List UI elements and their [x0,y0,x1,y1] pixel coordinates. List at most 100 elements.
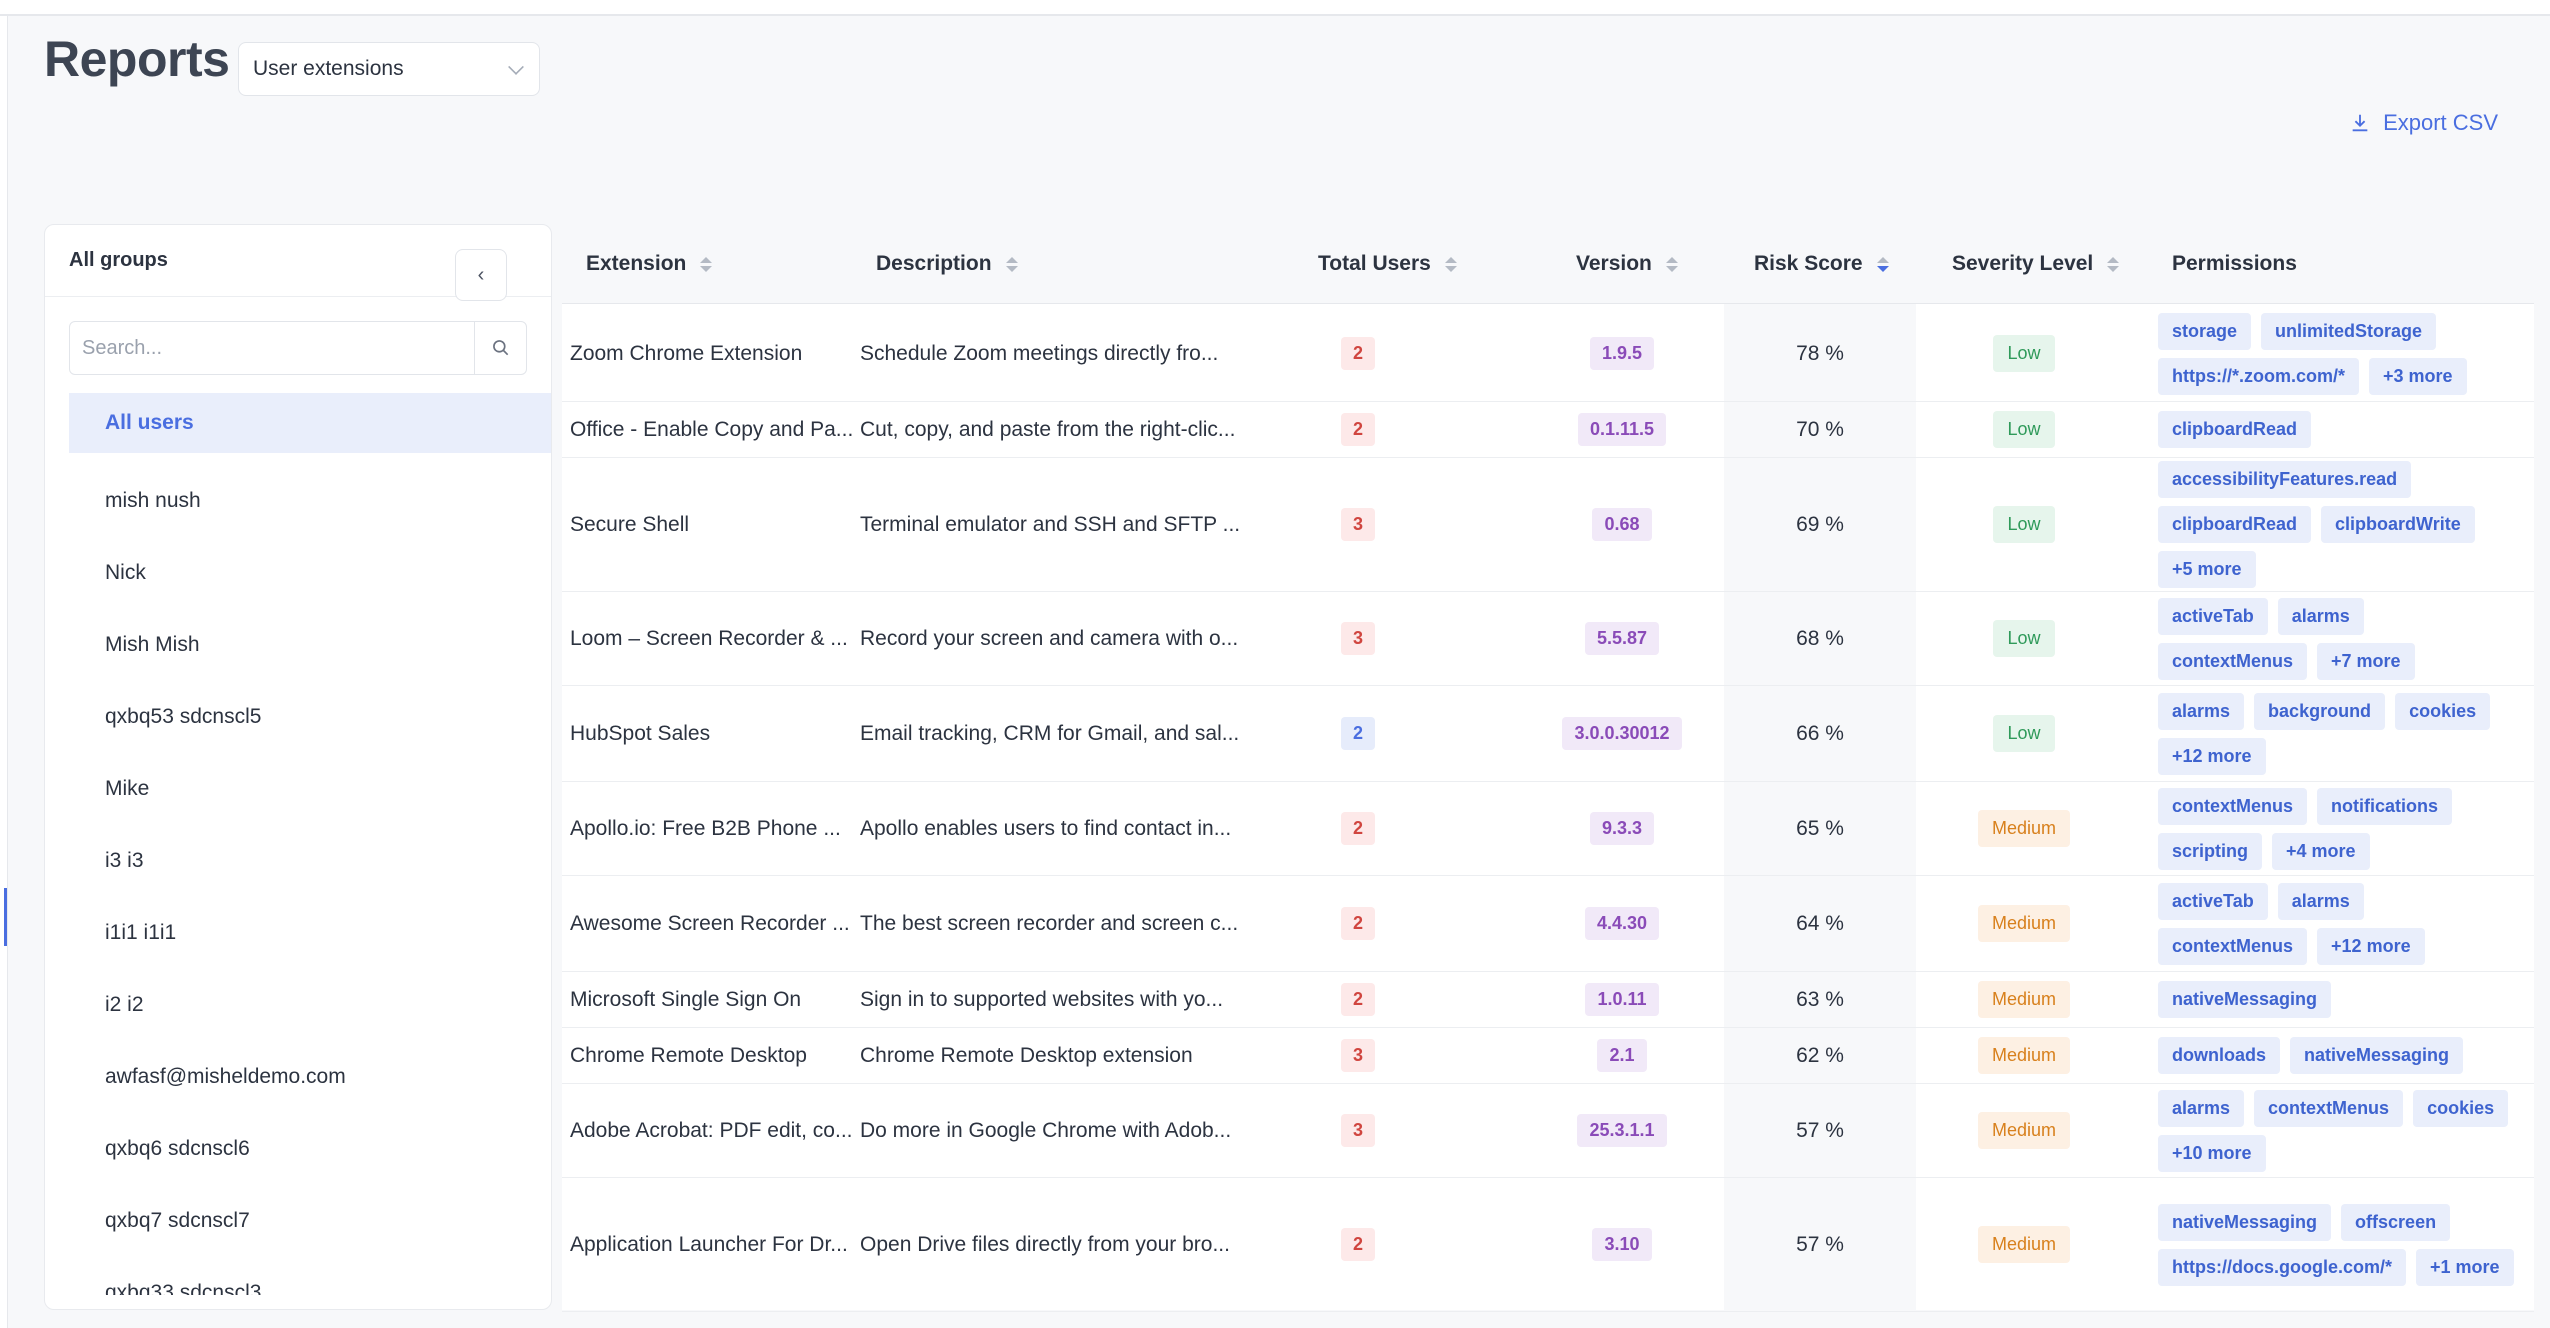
th-total-users-label: Total Users [1318,252,1431,275]
sort-icon [700,256,713,272]
cell-severity: Medium [1916,972,2132,1027]
user-item[interactable]: Mish Mish [105,633,200,656]
cell-version: 1.0.11 [1522,972,1722,1027]
permission-tag: contextMenus [2158,787,2308,825]
permission-tag[interactable]: +4 more [2272,832,2370,870]
version-badge: 0.68 [1592,508,1652,541]
table-row[interactable]: Office - Enable Copy and Pa... Cut, copy,… [562,402,2534,458]
cell-description: Terminal emulator and SSH and SFTP ... [860,512,1241,536]
cell-description: Cut, copy, and paste from the right-clic… [860,417,1236,441]
report-type-select[interactable]: User extensions [238,42,540,96]
severity-badge: Medium [1977,810,2071,847]
cell-permissions: nativeMessaging [2158,972,2534,1027]
cell-total-users: 2 [1258,876,1458,971]
user-item[interactable]: qxbq33 sdcnscl3 [105,1281,262,1295]
cell-risk-score: 69 % [1796,512,1844,536]
permission-tag: alarms [2277,597,2364,635]
cell-version: 0.1.11.5 [1522,402,1722,457]
cell-version: 1.9.5 [1522,306,1722,401]
table-row[interactable]: Apollo.io: Free B2B Phone ... Apollo enab… [562,782,2534,876]
cell-extension: Office - Enable Copy and Pa... [570,417,854,441]
table-row[interactable]: Application Launcher For Dr... Open Drive… [562,1178,2534,1312]
table-row[interactable]: Microsoft Single Sign On Sign in to suppo… [562,972,2534,1028]
user-item-all-users[interactable]: All users [69,393,551,453]
users-count-badge: 2 [1340,337,1375,370]
permission-tag[interactable]: +10 more [2158,1134,2266,1172]
cell-risk-score: 62 % [1796,1043,1844,1067]
cell-description: Do more in Google Chrome with Adob... [860,1118,1232,1142]
table-row[interactable]: Secure Shell Terminal emulator and SSH an… [562,458,2534,592]
user-item[interactable]: Nick [105,561,146,584]
permission-tag: alarms [2158,1089,2245,1127]
user-item[interactable]: i1i1 i1i1 [105,921,177,944]
th-version[interactable]: Version [1576,224,1678,304]
cell-risk-score: 64 % [1796,911,1844,935]
permission-tag[interactable]: +12 more [2317,927,2425,965]
permission-tag: notifications [2317,787,2453,825]
user-item[interactable]: Mike [105,777,150,800]
sort-icon [2107,256,2120,272]
table-row[interactable]: Zoom Chrome Extension Schedule Zoom meeti… [562,306,2534,402]
cell-permissions: accessibilityFeatures.read clipboardRead c… [2158,458,2534,591]
table-row[interactable]: HubSpot Sales Email tracking, CRM for Gma… [562,686,2534,782]
cell-version: 3.10 [1522,1178,1722,1311]
table-row[interactable]: Chrome Remote Desktop Chrome Remote Deskt… [562,1028,2534,1084]
th-description[interactable]: Description [876,224,1018,304]
user-item[interactable]: qxbq6 sdcnscl6 [105,1137,250,1160]
cell-description: Open Drive files directly from your bro.… [860,1232,1230,1256]
severity-badge: Low [1993,715,2055,752]
cell-total-users: 2 [1258,972,1458,1027]
cell-version: 9.3.3 [1522,782,1722,875]
export-csv-button[interactable]: Export CSV [2349,110,2498,136]
search-button[interactable] [474,322,526,374]
severity-badge: Medium [1977,1037,2071,1074]
th-total-users[interactable]: Total Users [1318,224,1457,304]
cell-permissions: alarms contextMenus cookies +10 more [2158,1084,2534,1177]
permission-tag: clipboardRead [2158,506,2312,543]
th-permissions-label: Permissions [2172,252,2297,275]
user-item[interactable]: awfasf@misheldemo.com [105,1065,346,1088]
user-item[interactable]: qxbq7 sdcnscl7 [105,1209,250,1232]
cell-extension: HubSpot Sales [570,721,711,745]
top-bar [0,0,2550,16]
th-risk-score-label: Risk Score [1754,252,1863,275]
permission-tag: storage [2158,312,2252,350]
cell-risk-score: 65 % [1796,816,1844,840]
permission-tag: downloads [2158,1037,2280,1074]
user-item[interactable]: i3 i3 [105,849,144,872]
permission-tag: https://*.zoom.com/* [2158,357,2360,395]
cell-total-users: 2 [1258,402,1458,457]
cell-version: 3.0.0.30012 [1522,686,1722,781]
version-badge: 9.3.3 [1589,812,1655,845]
user-item[interactable]: mish nush [105,489,201,512]
collapse-sidebar-button[interactable]: ‹ [455,249,507,301]
th-extension[interactable]: Extension [586,224,713,304]
sidebar-title: All groups [45,225,551,297]
table-body-bg [562,304,1724,1310]
cell-severity: Low [1916,686,2132,781]
permission-tag[interactable]: +1 more [2416,1248,2514,1286]
users-count-badge: 3 [1340,1039,1375,1072]
table-row[interactable]: Loom – Screen Recorder & ... Record your … [562,592,2534,686]
user-search-input[interactable] [70,322,474,374]
permission-tag[interactable]: +3 more [2369,357,2467,395]
users-count-badge: 2 [1340,1228,1375,1261]
permission-tag[interactable]: +12 more [2158,737,2266,775]
user-item[interactable]: qxbq53 sdcnscl5 [105,705,262,728]
table-row[interactable]: Adobe Acrobat: PDF edit, co... Do more in… [562,1084,2534,1178]
th-risk-score[interactable]: Risk Score [1754,224,1889,304]
th-severity[interactable]: Severity Level [1952,224,2120,304]
table-row[interactable]: Awesome Screen Recorder ... The best scre… [562,876,2534,972]
permission-tag: https://docs.google.com/* [2158,1248,2407,1286]
report-type-value: User extensions [253,57,404,80]
permission-tag: background [2254,692,2386,730]
table-header: Extension Description Total Users Versio… [562,224,2534,304]
cell-version: 0.68 [1522,458,1722,591]
user-item[interactable]: i2 i2 [105,993,144,1016]
permission-tag[interactable]: +5 more [2158,551,2256,588]
left-rail-indicator [4,888,7,946]
version-badge: 1.0.11 [1585,983,1659,1016]
cell-total-users: 2 [1258,782,1458,875]
cell-description: The best screen recorder and screen c... [860,911,1239,935]
permission-tag[interactable]: +7 more [2317,642,2415,680]
